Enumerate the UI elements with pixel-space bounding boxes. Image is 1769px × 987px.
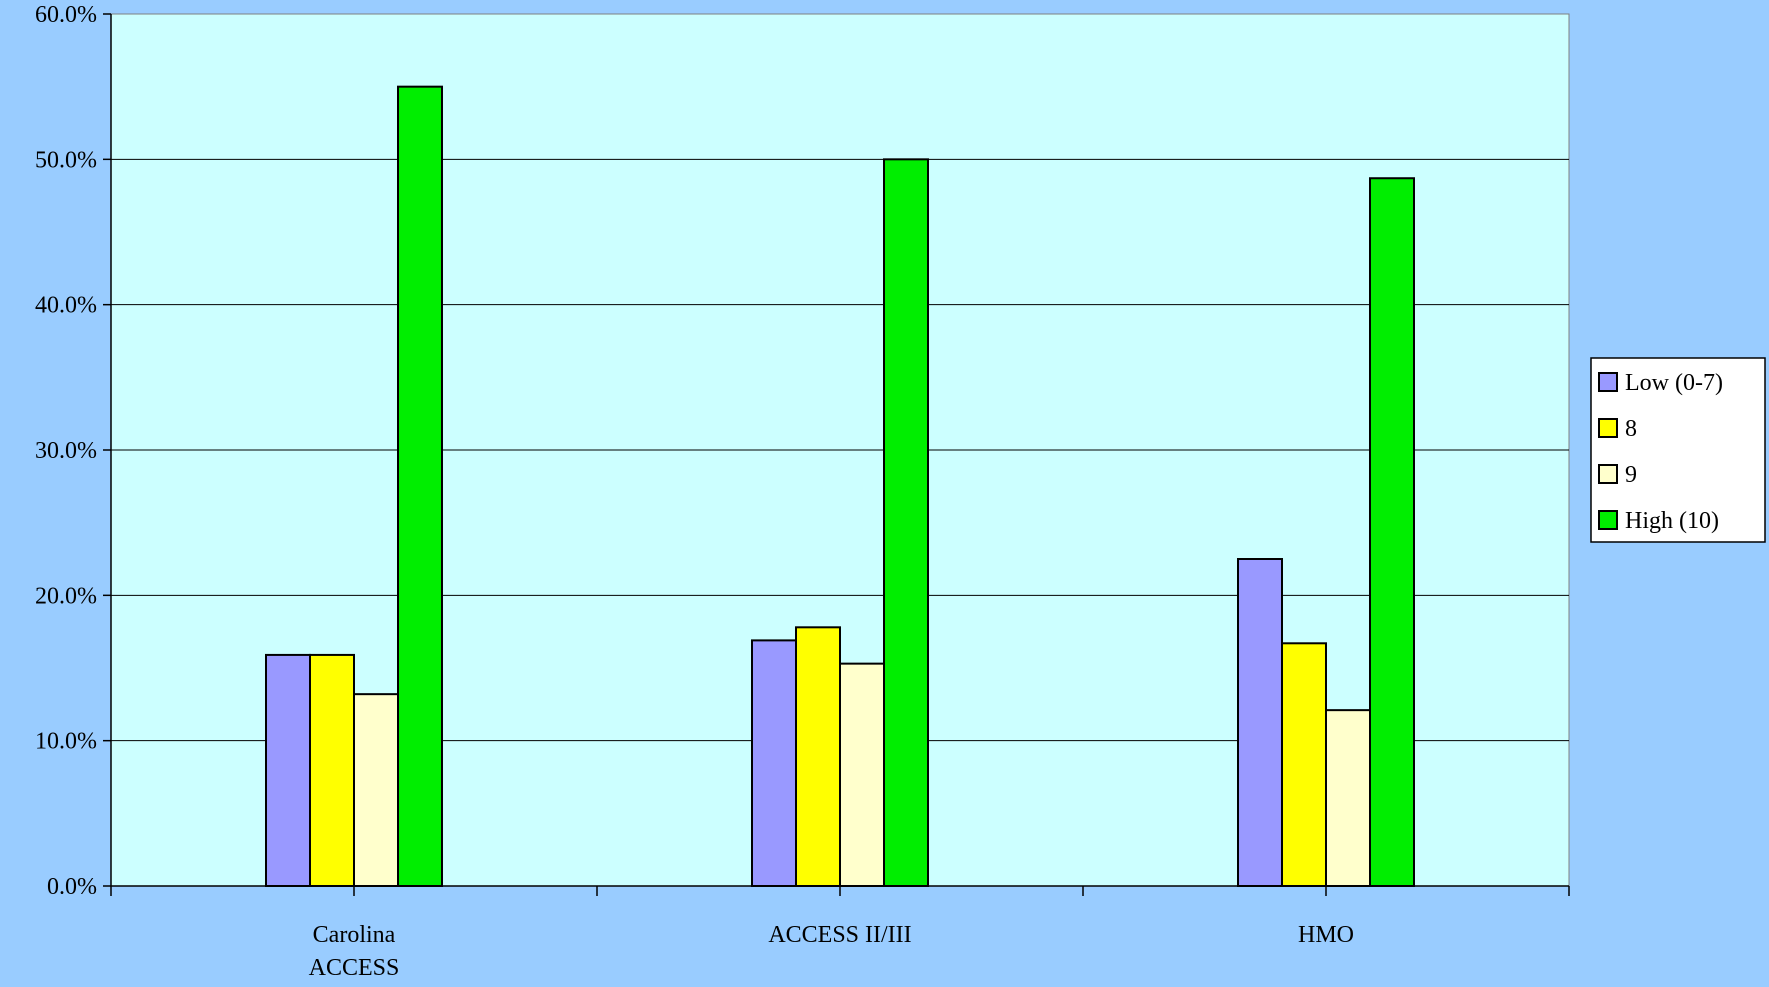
x-axis-categories: Carolina ACCESS ACCESS II/III HMO [110,886,1570,981]
legend-swatch [1598,510,1618,530]
y-tick-label: 60.0% [35,2,97,28]
legend-box [1590,357,1766,543]
bar [1237,558,1283,887]
legend-label: High (10) [1625,508,1719,534]
bars [265,85,1415,888]
x-category-label: HMO [1298,922,1354,948]
legend-swatch [1598,418,1618,438]
bar [795,626,841,887]
legend-swatch [1598,464,1618,484]
x-category-label: ACCESS II/III [768,922,911,948]
legend-label: 8 [1625,416,1637,442]
legend: Low (0-7) 8 9 High (10) [1590,357,1766,543]
bar [353,693,399,887]
bar [397,85,443,887]
y-tick-label: 40.0% [35,293,97,319]
bar [1369,177,1415,887]
y-tick-label: 10.0% [35,729,97,755]
bar [1281,642,1327,887]
legend-swatch [1598,372,1618,392]
legend-label: 9 [1625,462,1637,488]
y-axis-ticks: 0.0% 10.0% 20.0% 30.0% 40.0% 50.0% 60.0% [35,2,111,900]
bar [883,158,929,888]
legend-label: Low (0-7) [1625,370,1723,396]
y-tick-label: 20.0% [35,583,97,609]
y-tick-label: 50.0% [35,147,97,173]
bar [265,653,311,887]
bar [839,662,885,888]
x-category-label: ACCESS [309,955,400,981]
bar [1325,709,1371,887]
y-tick-label: 30.0% [35,438,97,464]
bar [751,639,797,887]
bar [309,653,355,887]
x-category-label: Carolina [313,922,396,948]
y-tick-label: 0.0% [47,874,97,900]
